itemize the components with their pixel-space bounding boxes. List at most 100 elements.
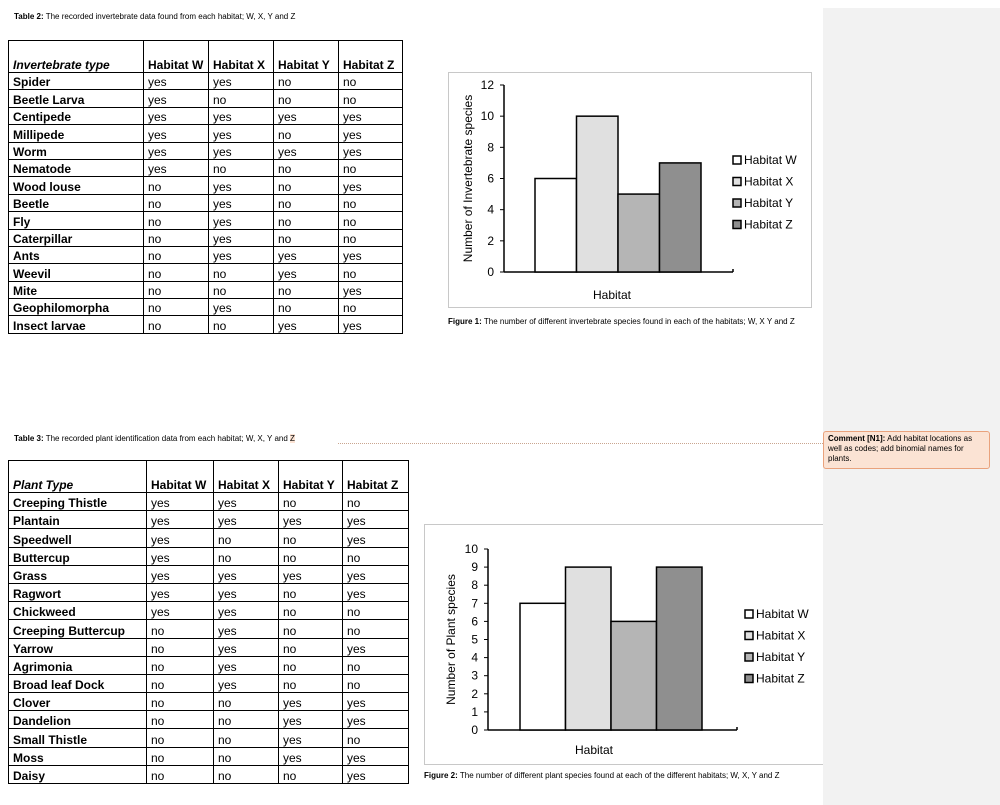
comment-anchor-highlight[interactable]: Z xyxy=(290,434,295,443)
cell-value: yes xyxy=(213,582,279,603)
cell-value: yes xyxy=(208,193,274,213)
cell-value: yes xyxy=(213,564,279,584)
header-habitat: Habitat W xyxy=(146,460,214,493)
y-tick-label: 6 xyxy=(471,614,478,628)
table2-caption: Table 2: The recorded invertebrate data … xyxy=(14,11,295,22)
legend-label: Habitat X xyxy=(744,175,793,189)
y-axis-label: Number of Invertebrate species xyxy=(461,95,475,262)
cell-value: yes xyxy=(342,692,409,712)
cell-value: no xyxy=(273,158,339,178)
cell-value: yes xyxy=(208,141,274,160)
row-label: Creeping Buttercup xyxy=(8,619,147,639)
cell-value: yes xyxy=(208,228,274,247)
cell-value: no xyxy=(338,298,403,317)
figure2-caption-label: Figure 2: xyxy=(424,771,458,780)
cell-value: no xyxy=(342,728,409,748)
cell-value: no xyxy=(273,280,339,300)
y-tick-label: 9 xyxy=(471,560,478,574)
cell-value: no xyxy=(213,710,279,730)
y-tick-label: 12 xyxy=(481,78,495,92)
table-row: Agrimonia no yes no no xyxy=(8,655,409,675)
table-row: Wood louse no yes no yes xyxy=(8,176,403,195)
cell-value: no xyxy=(208,89,274,108)
figure1-caption: Figure 1: The number of different invert… xyxy=(448,316,818,327)
cell-value: no xyxy=(338,193,403,213)
table-row: Grass yes yes yes yes xyxy=(8,564,409,584)
cell-value: no xyxy=(213,546,279,566)
cell-value: yes xyxy=(342,764,409,785)
figure2-svg: 0 1 2 3 4 5 6 7 8 9 10 Number of Plant species Habit… xyxy=(444,542,809,757)
row-label: Creeping Thistle xyxy=(8,491,147,512)
cell-value: yes xyxy=(342,710,409,730)
cell-value: no xyxy=(208,280,274,300)
figure2-caption: Figure 2: The number of different plant … xyxy=(424,770,819,781)
cell-value: no xyxy=(278,528,343,548)
table3-caption-text: The recorded plant identification data f… xyxy=(43,434,291,443)
legend-swatch xyxy=(744,609,754,619)
cell-value: yes xyxy=(143,124,209,143)
row-label: Ragwort xyxy=(8,582,147,603)
bar-habitat-y xyxy=(610,620,658,731)
cell-value: yes xyxy=(273,315,339,334)
legend-label: Habitat X xyxy=(756,629,805,643)
cell-value: no xyxy=(143,245,209,265)
cell-value: no xyxy=(278,637,343,657)
cell-value: yes xyxy=(278,692,343,712)
comment-balloon[interactable]: Comment [N1]: Add habitat locations as w… xyxy=(823,431,990,469)
cell-value: yes xyxy=(278,728,343,748)
table-row: Ants no yes yes yes xyxy=(8,245,403,265)
invertebrate-table: Invertebrate type Habitat W Habitat X Habit… xyxy=(8,40,403,334)
table-row: Fly no yes no no xyxy=(8,211,403,230)
cell-value: yes xyxy=(146,546,214,566)
bar-habitat-w xyxy=(519,602,567,731)
cell-value: no xyxy=(273,193,339,213)
header-habitat: Habitat W xyxy=(143,40,209,73)
table2-caption-text: The recorded invertebrate data found fro… xyxy=(43,12,296,21)
row-label: Caterpillar xyxy=(8,228,144,247)
header-habitat: Habitat Y xyxy=(278,460,343,493)
cell-value: yes xyxy=(208,106,274,126)
legend-swatch xyxy=(732,155,742,165)
row-label: Ants xyxy=(8,245,144,265)
cell-value: yes xyxy=(143,89,209,108)
legend-label: Habitat W xyxy=(744,153,797,167)
row-label: Broad leaf Dock xyxy=(8,673,147,694)
cell-value: yes xyxy=(213,601,279,621)
cell-value: yes xyxy=(273,245,339,265)
table-row: Millipede yes yes no yes xyxy=(8,124,403,143)
header-habitat: Habitat Z xyxy=(342,460,409,493)
table-row: Beetle Larva yes no no no xyxy=(8,89,403,108)
y-axis-label: Number of Plant species xyxy=(444,574,458,705)
cell-value: yes xyxy=(208,124,274,143)
row-label: Grass xyxy=(8,564,147,584)
table-row: Nematode yes no no no xyxy=(8,158,403,178)
y-tick-label: 0 xyxy=(471,723,478,737)
comment-margin xyxy=(823,8,1000,805)
header-type: Invertebrate type xyxy=(8,40,144,73)
cell-value: yes xyxy=(146,582,214,603)
bar-habitat-z xyxy=(655,566,703,731)
header-habitat: Habitat Z xyxy=(338,40,403,73)
cell-value: yes xyxy=(278,510,343,530)
cell-value: yes xyxy=(208,176,274,195)
row-label: Weevil xyxy=(8,263,144,282)
cell-value: yes xyxy=(208,298,274,317)
table-row: Worm yes yes yes yes xyxy=(8,141,403,160)
cell-value: no xyxy=(342,546,409,566)
row-label: Geophilomorpha xyxy=(8,298,144,317)
cell-value: yes xyxy=(146,491,214,512)
row-label: Nematode xyxy=(8,158,144,178)
row-label: Moss xyxy=(8,746,147,766)
cell-value: yes xyxy=(338,124,403,143)
row-label: Millipede xyxy=(8,124,144,143)
cell-value: no xyxy=(278,491,343,512)
row-label: Worm xyxy=(8,141,144,160)
legend-label: Habitat W xyxy=(756,607,809,621)
cell-value: no xyxy=(146,692,214,712)
plant-table: Plant Type Habitat W Habitat X Habitat Y Hab… xyxy=(8,460,409,785)
row-label: Buttercup xyxy=(8,546,147,566)
cell-value: no xyxy=(208,263,274,282)
table-header-row: Plant Type Habitat W Habitat X Habitat Y Hab… xyxy=(8,460,409,493)
table-row: Caterpillar no yes no no xyxy=(8,228,403,247)
y-tick-label: 1 xyxy=(471,705,478,719)
